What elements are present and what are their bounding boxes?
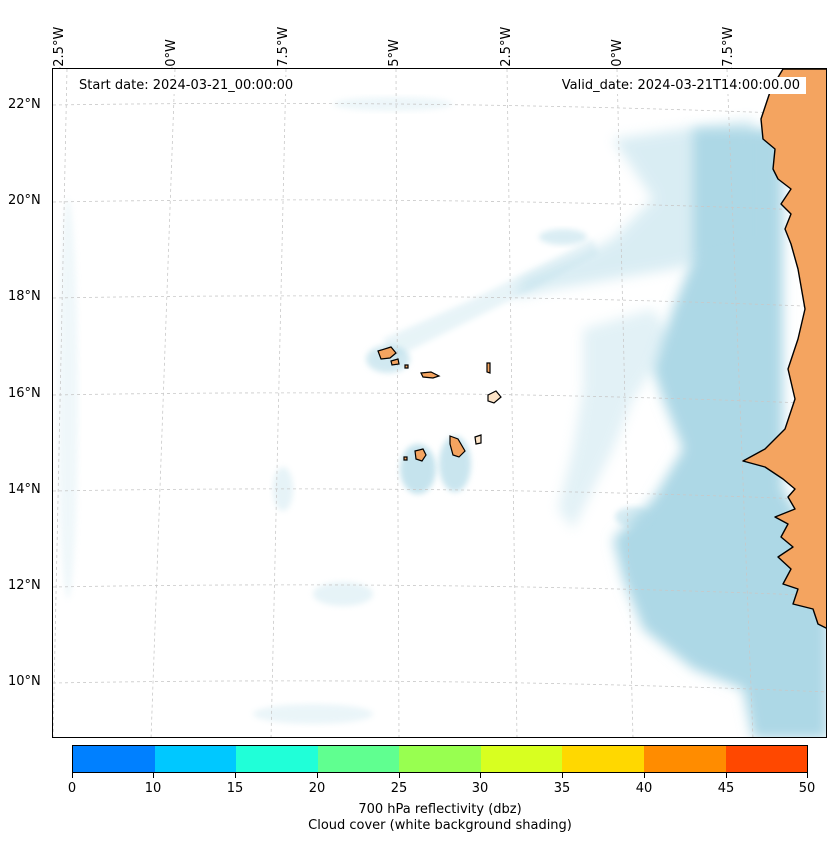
island-maio [474, 434, 482, 445]
colorbar-tick-8 [726, 773, 727, 778]
valid-date-label: Valid_date: 2024-03-21T14:00:00.00 [555, 77, 806, 94]
colorbar-subtitle: Cloud cover (white background shading) [308, 818, 572, 833]
colorbar-segment-2 [154, 746, 237, 772]
gridline-lon-17-5w [726, 69, 754, 737]
map-panel[interactable]: Start date: 2024-03-21_00:00:00 Valid_da… [52, 68, 827, 738]
lat-label-10n: 10°N [8, 674, 41, 689]
island-boa-vista [487, 390, 502, 404]
colorbar-tick-5 [480, 773, 481, 778]
island-santa-luzia [404, 364, 409, 369]
gridline-lat-10n [53, 680, 826, 693]
island-sao-nicolau [420, 371, 441, 379]
cloud-patch-south [313, 582, 373, 606]
gridline-lon-27-5w [270, 69, 287, 737]
cloud-patch-east-small [615, 507, 651, 527]
cape-verde-islands [377, 346, 502, 462]
cloud-patch-north-islands [366, 345, 410, 373]
island-fogo [414, 448, 427, 462]
island-sao-vicente [390, 358, 400, 366]
cloud-band-coastal [613, 129, 826, 737]
cloud-streak-mid [558, 309, 673, 529]
gridline-lon-20w [616, 69, 634, 737]
gridline-lon-25w [395, 69, 400, 737]
island-santo-antao [377, 346, 397, 360]
colorbar-segment-6 [480, 746, 563, 772]
gridline-lon-32-5w [53, 69, 68, 737]
colorbar-tick-2 [235, 773, 236, 778]
colorbar-label-50: 50 [798, 781, 816, 796]
colorbar-label-45: 45 [717, 781, 735, 796]
lat-label-14n: 14°N [8, 482, 41, 497]
colorbar-segment-9 [725, 746, 808, 772]
colorbar-label-30: 30 [471, 781, 489, 796]
colorbar-tick-6 [562, 773, 563, 778]
colorbar-segment-8 [643, 746, 726, 772]
cloud-patch-top-left [333, 97, 453, 111]
cloud-patch-southwest [253, 704, 373, 724]
cloud-patch-top-center [539, 229, 587, 245]
colorbar-tick-9 [807, 773, 808, 778]
gridline-lon-30w [150, 69, 176, 737]
colorbar-segment-1 [73, 746, 155, 772]
colorbar-tick-7 [644, 773, 645, 778]
colorbar-segment-5 [399, 746, 481, 772]
island-brava [403, 456, 408, 461]
map-canvas [53, 69, 826, 737]
colorbar-label-0: 0 [67, 781, 77, 796]
colorbar-label-10: 10 [144, 781, 162, 796]
reflectivity-colorbar [72, 745, 808, 773]
graticule [53, 69, 826, 737]
colorbar-label-25: 25 [390, 781, 408, 796]
start-date-label: Start date: 2024-03-21_00:00:00 [73, 77, 300, 94]
cloud-patch-far-west [58, 199, 78, 599]
cloud-band-north [513, 119, 753, 299]
lat-label-12n: 12°N [8, 578, 41, 593]
colorbar-segment-4 [317, 746, 400, 772]
colorbar-title: 700 hPa reflectivity (dbz) [358, 802, 522, 817]
colorbar-tick-3 [317, 773, 318, 778]
colorbar-tick-1 [153, 773, 154, 778]
africa-land [742, 69, 826, 629]
lat-label-16n: 16°N [8, 386, 41, 401]
colorbar-label-40: 40 [635, 781, 653, 796]
colorbar-segment-7 [562, 746, 644, 772]
cloud-streak-northwest [383, 239, 598, 359]
colorbar-label-20: 20 [308, 781, 326, 796]
lat-label-18n: 18°N [8, 289, 41, 304]
colorbar-label-35: 35 [553, 781, 571, 796]
island-santiago [449, 435, 466, 458]
gridline-lon-22-5w [506, 69, 518, 737]
cloud-patch-fogo [400, 444, 436, 494]
colorbar-tick-0 [72, 773, 73, 778]
cloud-cover [58, 97, 826, 737]
lat-label-22n: 22°N [8, 97, 41, 112]
island-sal [486, 362, 491, 374]
colorbar-tick-4 [399, 773, 400, 778]
colorbar-segment-3 [236, 746, 318, 772]
colorbar-label-15: 15 [226, 781, 244, 796]
lat-label-20n: 20°N [8, 193, 41, 208]
